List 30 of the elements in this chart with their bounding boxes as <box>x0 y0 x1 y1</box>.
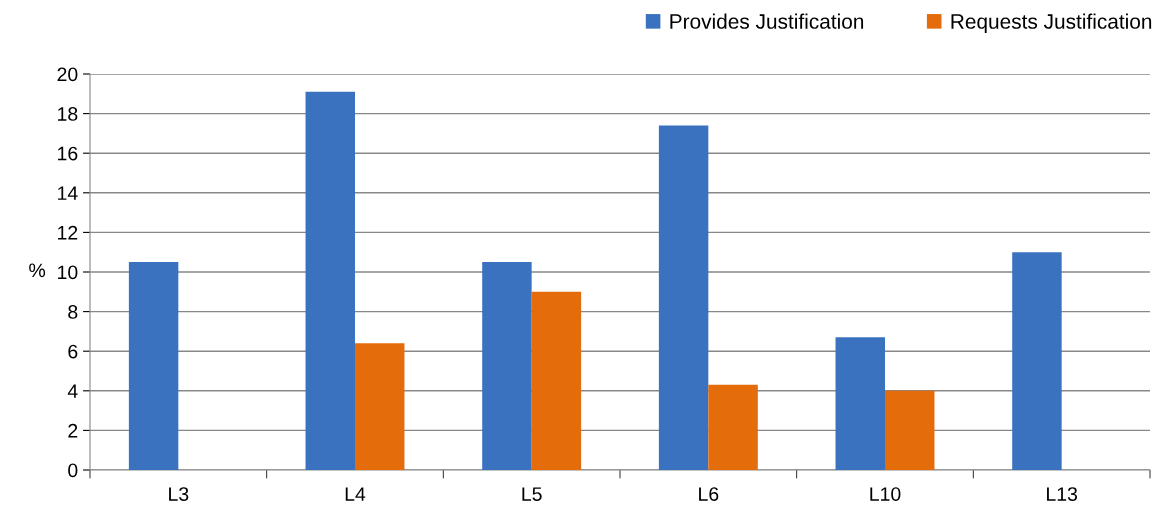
y-tick-label: 14 <box>58 186 78 200</box>
y-tick-label: 12 <box>58 225 78 240</box>
bar <box>128 262 179 470</box>
y-tick-label: 6 <box>68 344 78 359</box>
bar <box>708 384 758 470</box>
y-tick-label: 2 <box>68 423 78 438</box>
legend-label: Provides Justification <box>670 13 864 29</box>
x-tick-label: L13 <box>1047 487 1078 501</box>
bar <box>531 291 582 470</box>
y-tick-label: 8 <box>68 305 78 319</box>
y-axis-title: % <box>29 263 46 278</box>
legend-label: Requests Justification <box>951 13 1152 33</box>
bar <box>1012 252 1062 470</box>
x-tick-label: L10 <box>870 487 901 501</box>
x-tick-label: L3 <box>169 487 189 501</box>
y-tick-label: 18 <box>58 107 78 121</box>
bar <box>305 91 355 470</box>
bar <box>355 343 405 470</box>
bar <box>482 262 532 470</box>
y-tick-label: 4 <box>67 384 78 398</box>
x-tick-label: L5 <box>522 487 542 501</box>
bar <box>885 390 935 470</box>
y-tick-label: 16 <box>58 146 78 161</box>
y-tick-label: 20 <box>57 67 78 82</box>
x-tick-label: L4 <box>345 487 366 501</box>
y-tick-label: 10 <box>58 265 78 280</box>
x-tick-label: L6 <box>699 487 719 501</box>
bar <box>835 337 885 470</box>
bar <box>658 125 709 470</box>
y-tick-label: 0 <box>68 463 78 478</box>
